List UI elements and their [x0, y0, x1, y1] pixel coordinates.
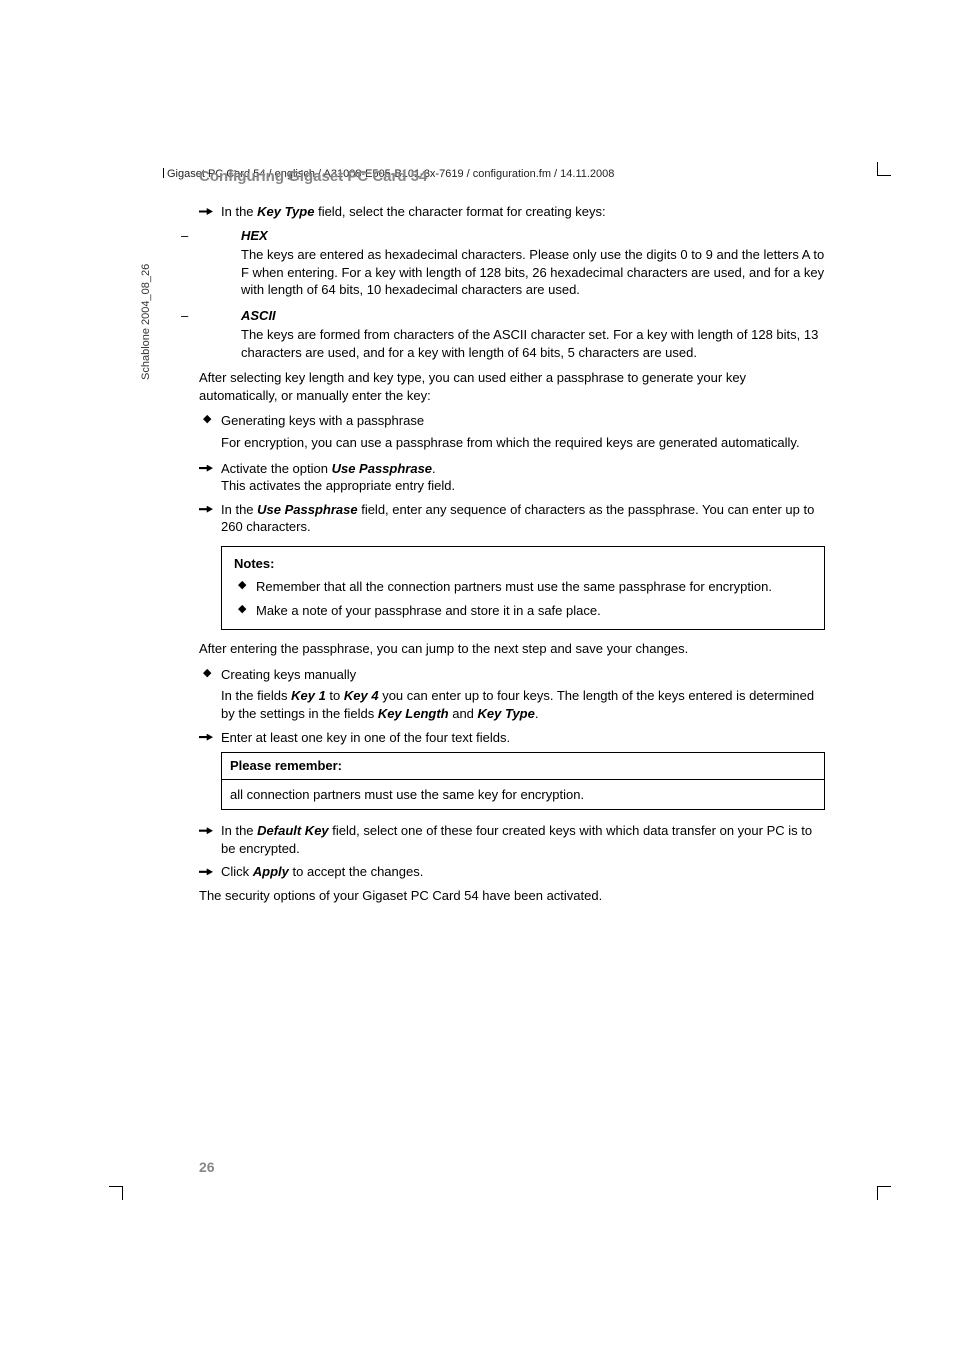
- text: .: [535, 706, 539, 721]
- text: In the: [221, 823, 257, 838]
- bullet-manual: Creating keys manually In the fields Key…: [199, 666, 825, 723]
- text: field, select the character format for c…: [314, 204, 605, 219]
- step-enter-key: Enter at least one key in one of the fou…: [199, 729, 825, 747]
- crop-mark: [877, 1186, 891, 1187]
- text: In the fields: [221, 688, 291, 703]
- page-content: Configuring Gigaset PC Card 54 In the Ke…: [199, 168, 825, 912]
- body-content: In the Key Type field, select the charac…: [199, 203, 825, 904]
- field-default-key: Default Key: [257, 823, 329, 838]
- crop-mark: [109, 1186, 123, 1187]
- text: In the: [221, 204, 257, 219]
- crop-mark: [877, 175, 891, 176]
- field-key-type: Key Type: [257, 204, 314, 219]
- manual-body: In the fields Key 1 to Key 4 you can ent…: [221, 687, 825, 722]
- hex-label: HEX: [241, 228, 268, 243]
- bullet-generating: Generating keys with a passphrase For en…: [199, 412, 825, 451]
- text: Activate the option: [221, 461, 332, 476]
- dash: –: [181, 307, 188, 325]
- field-use-passphrase: Use Passphrase: [332, 461, 432, 476]
- gen-body: For encryption, you can use a passphrase…: [221, 434, 825, 452]
- step-activate-passphrase: Activate the option Use Passphrase. This…: [199, 460, 825, 495]
- field-key-length: Key Length: [378, 706, 449, 721]
- section-title: Configuring Gigaset PC Card 54: [199, 168, 825, 185]
- after-select-text: After selecting key length and key type,…: [199, 369, 825, 404]
- closing-text: The security options of your Gigaset PC …: [199, 887, 825, 905]
- field-use-passphrase-2: Use Passphrase: [257, 502, 357, 517]
- option-ascii: – ASCII The keys are formed from charact…: [199, 307, 825, 362]
- field-key-type-2: Key Type: [478, 706, 535, 721]
- step-apply: Click Apply to accept the changes.: [199, 863, 825, 881]
- notes-item-1: Remember that all the connection partner…: [234, 578, 812, 596]
- page-number: 26: [199, 1159, 215, 1175]
- after-passphrase-text: After entering the passphrase, you can j…: [199, 640, 825, 658]
- step-enter-passphrase: In the Use Passphrase field, enter any s…: [199, 501, 825, 536]
- crop-mark: [877, 1186, 878, 1200]
- text: .: [432, 461, 436, 476]
- gen-title: Generating keys with a passphrase: [221, 413, 424, 428]
- ascii-label: ASCII: [241, 308, 276, 323]
- option-hex: – HEX The keys are entered as hexadecima…: [199, 227, 825, 299]
- remember-title: Please remember:: [222, 753, 824, 780]
- notes-box: Notes: Remember that all the connection …: [221, 546, 825, 631]
- remember-body: all connection partners must use the sam…: [222, 780, 824, 810]
- notes-item-2: Make a note of your passphrase and store…: [234, 602, 812, 620]
- remember-box: Please remember: all connection partners…: [221, 752, 825, 810]
- dash: –: [181, 227, 188, 245]
- step-key-type: In the Key Type field, select the charac…: [199, 203, 825, 221]
- text: to: [326, 688, 344, 703]
- text: and: [449, 706, 478, 721]
- text: Click: [221, 864, 253, 879]
- text: to accept the changes.: [289, 864, 423, 879]
- text: Enter at least one key in one of the fou…: [221, 730, 510, 745]
- crop-mark: [122, 1186, 123, 1200]
- step-default-key: In the Default Key field, select one of …: [199, 822, 825, 857]
- template-version: Schablone 2004_08_26: [140, 264, 152, 380]
- activate-sub: This activates the appropriate entry fie…: [221, 477, 825, 495]
- notes-title: Notes:: [234, 555, 812, 573]
- hex-body: The keys are entered as hexadecimal char…: [241, 246, 825, 299]
- ascii-body: The keys are formed from characters of t…: [241, 326, 825, 361]
- field-key4: Key 4: [344, 688, 379, 703]
- field-key1: Key 1: [291, 688, 326, 703]
- button-apply: Apply: [253, 864, 289, 879]
- manual-title: Creating keys manually: [221, 667, 356, 682]
- crop-mark: [877, 162, 878, 176]
- text: In the: [221, 502, 257, 517]
